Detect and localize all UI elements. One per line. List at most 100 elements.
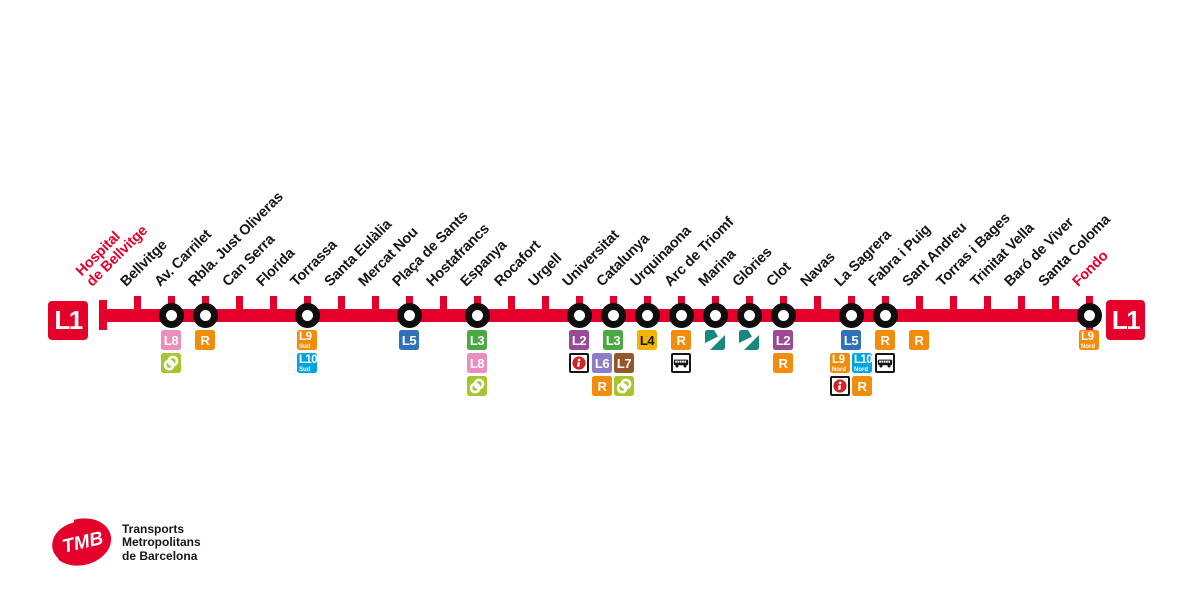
badge-line-label: R — [880, 332, 890, 348]
station-tick — [711, 296, 719, 309]
badge-branch-label: Nord — [1081, 343, 1095, 350]
badge-line-label: R — [200, 332, 210, 348]
interchange-ring — [1076, 303, 1102, 328]
station-tick — [167, 296, 175, 309]
badge-line-label: L5 — [843, 332, 859, 348]
line-terminal-badge-left: L1 — [48, 301, 88, 340]
station-tick — [133, 296, 141, 309]
tmb-caption-line-3: de Barcelona — [122, 548, 198, 563]
badge-line-label: L2 — [775, 332, 791, 348]
interchange-ring — [872, 303, 898, 328]
badge-l2: L2 — [773, 330, 793, 350]
station-tick — [745, 296, 753, 309]
badge-line-label: L3 — [469, 332, 485, 348]
badge-rodalies: R — [671, 330, 691, 350]
station-tick — [269, 296, 277, 309]
badge-line-label: L8 — [163, 332, 179, 348]
badge-l3: L3 — [467, 330, 487, 350]
station-tick — [405, 296, 413, 309]
station-tick — [643, 296, 651, 309]
tram-icon — [705, 330, 725, 350]
badge-l8: L8 — [161, 330, 181, 350]
tmb-caption-line-2: Metropolitans — [122, 535, 201, 550]
badge-line-label: L3 — [605, 332, 621, 348]
station-tick — [677, 296, 685, 309]
badge-l5: L5 — [841, 330, 861, 350]
station-tick — [813, 296, 821, 309]
tmb-logo: TMB — [49, 518, 112, 566]
station-tick — [609, 296, 617, 309]
interchange-ring — [158, 303, 184, 328]
interchange-ring — [702, 303, 728, 328]
badge-rodalies: R — [773, 353, 793, 373]
badge-line-label: L9 — [1081, 330, 1094, 343]
station-tick — [201, 296, 209, 309]
info-icon — [569, 353, 589, 373]
badge-l9sud: L9 Sud — [297, 330, 317, 350]
tmb-caption-line-1: Transports — [122, 522, 185, 536]
fgc-icon — [161, 353, 181, 373]
badge-l3: L3 — [603, 330, 623, 350]
interchange-ring — [294, 303, 320, 328]
badge-line-label: L8 — [469, 355, 485, 371]
station-tick — [1017, 296, 1025, 309]
station-tick — [881, 296, 889, 309]
badge-rodalies: R — [875, 330, 895, 350]
badge-l7: L7 — [614, 353, 634, 373]
badge-line-label: L4 — [639, 332, 655, 348]
badge-line-label: R — [676, 332, 686, 348]
badge-branch-label: Nord — [832, 366, 846, 373]
tmb-logo-caption: Transports Metropolitans de Barcelona — [122, 522, 201, 563]
station-tick — [235, 296, 243, 309]
station-tick — [983, 296, 991, 309]
station-tick — [575, 296, 583, 309]
station-label: Navas — [797, 249, 839, 290]
station-tick — [949, 296, 957, 309]
badge-line-label: R — [914, 332, 924, 348]
badge-branch-label: Sud — [299, 366, 311, 373]
info-icon — [830, 376, 850, 396]
badge-rodalies: R — [195, 330, 215, 350]
station-tick — [371, 296, 379, 309]
badge-l9nord: L9 Nord — [1079, 330, 1099, 350]
bus-icon — [671, 353, 691, 373]
tram-icon — [739, 330, 759, 350]
interchange-ring — [566, 303, 592, 328]
badge-l10sud: L10 Sud — [297, 353, 317, 373]
badge-l9nord: L9 Nord — [830, 353, 850, 373]
badge-line-label: L10 — [299, 353, 317, 366]
badge-line-label: L9 — [299, 330, 312, 343]
interchange-ring — [668, 303, 694, 328]
line-terminal-badge-right: L1 — [1106, 300, 1145, 340]
l1-line — [100, 309, 1092, 322]
fgc-icon — [467, 376, 487, 396]
fgc-icon — [614, 376, 634, 396]
interchange-ring — [396, 303, 422, 328]
badge-l5: L5 — [399, 330, 419, 350]
station-tick — [1051, 296, 1059, 309]
station-tick — [337, 296, 345, 309]
tmb-logo-ellipse — [50, 518, 112, 566]
interchange-ring — [770, 303, 796, 328]
interchange-ring — [736, 303, 762, 328]
badge-line-label: L5 — [401, 332, 417, 348]
station-tick — [915, 296, 923, 309]
badge-line-label: R — [857, 378, 867, 394]
badge-rodalies: R — [852, 376, 872, 396]
badge-l6: L6 — [592, 353, 612, 373]
badge-rodalies: R — [592, 376, 612, 396]
interchange-ring — [464, 303, 490, 328]
interchange-ring — [192, 303, 218, 328]
badge-l4: L4 — [637, 330, 657, 350]
interchange-ring — [634, 303, 660, 328]
badge-l8: L8 — [467, 353, 487, 373]
station-tick — [473, 296, 481, 309]
badge-line-label: L7 — [616, 355, 632, 371]
bus-icon — [875, 353, 895, 373]
station-label: Clot — [763, 259, 795, 290]
badge-branch-label: Sud — [299, 343, 311, 350]
interchange-ring — [600, 303, 626, 328]
badge-line-label: L10 — [854, 353, 872, 366]
station-tick — [439, 296, 447, 309]
